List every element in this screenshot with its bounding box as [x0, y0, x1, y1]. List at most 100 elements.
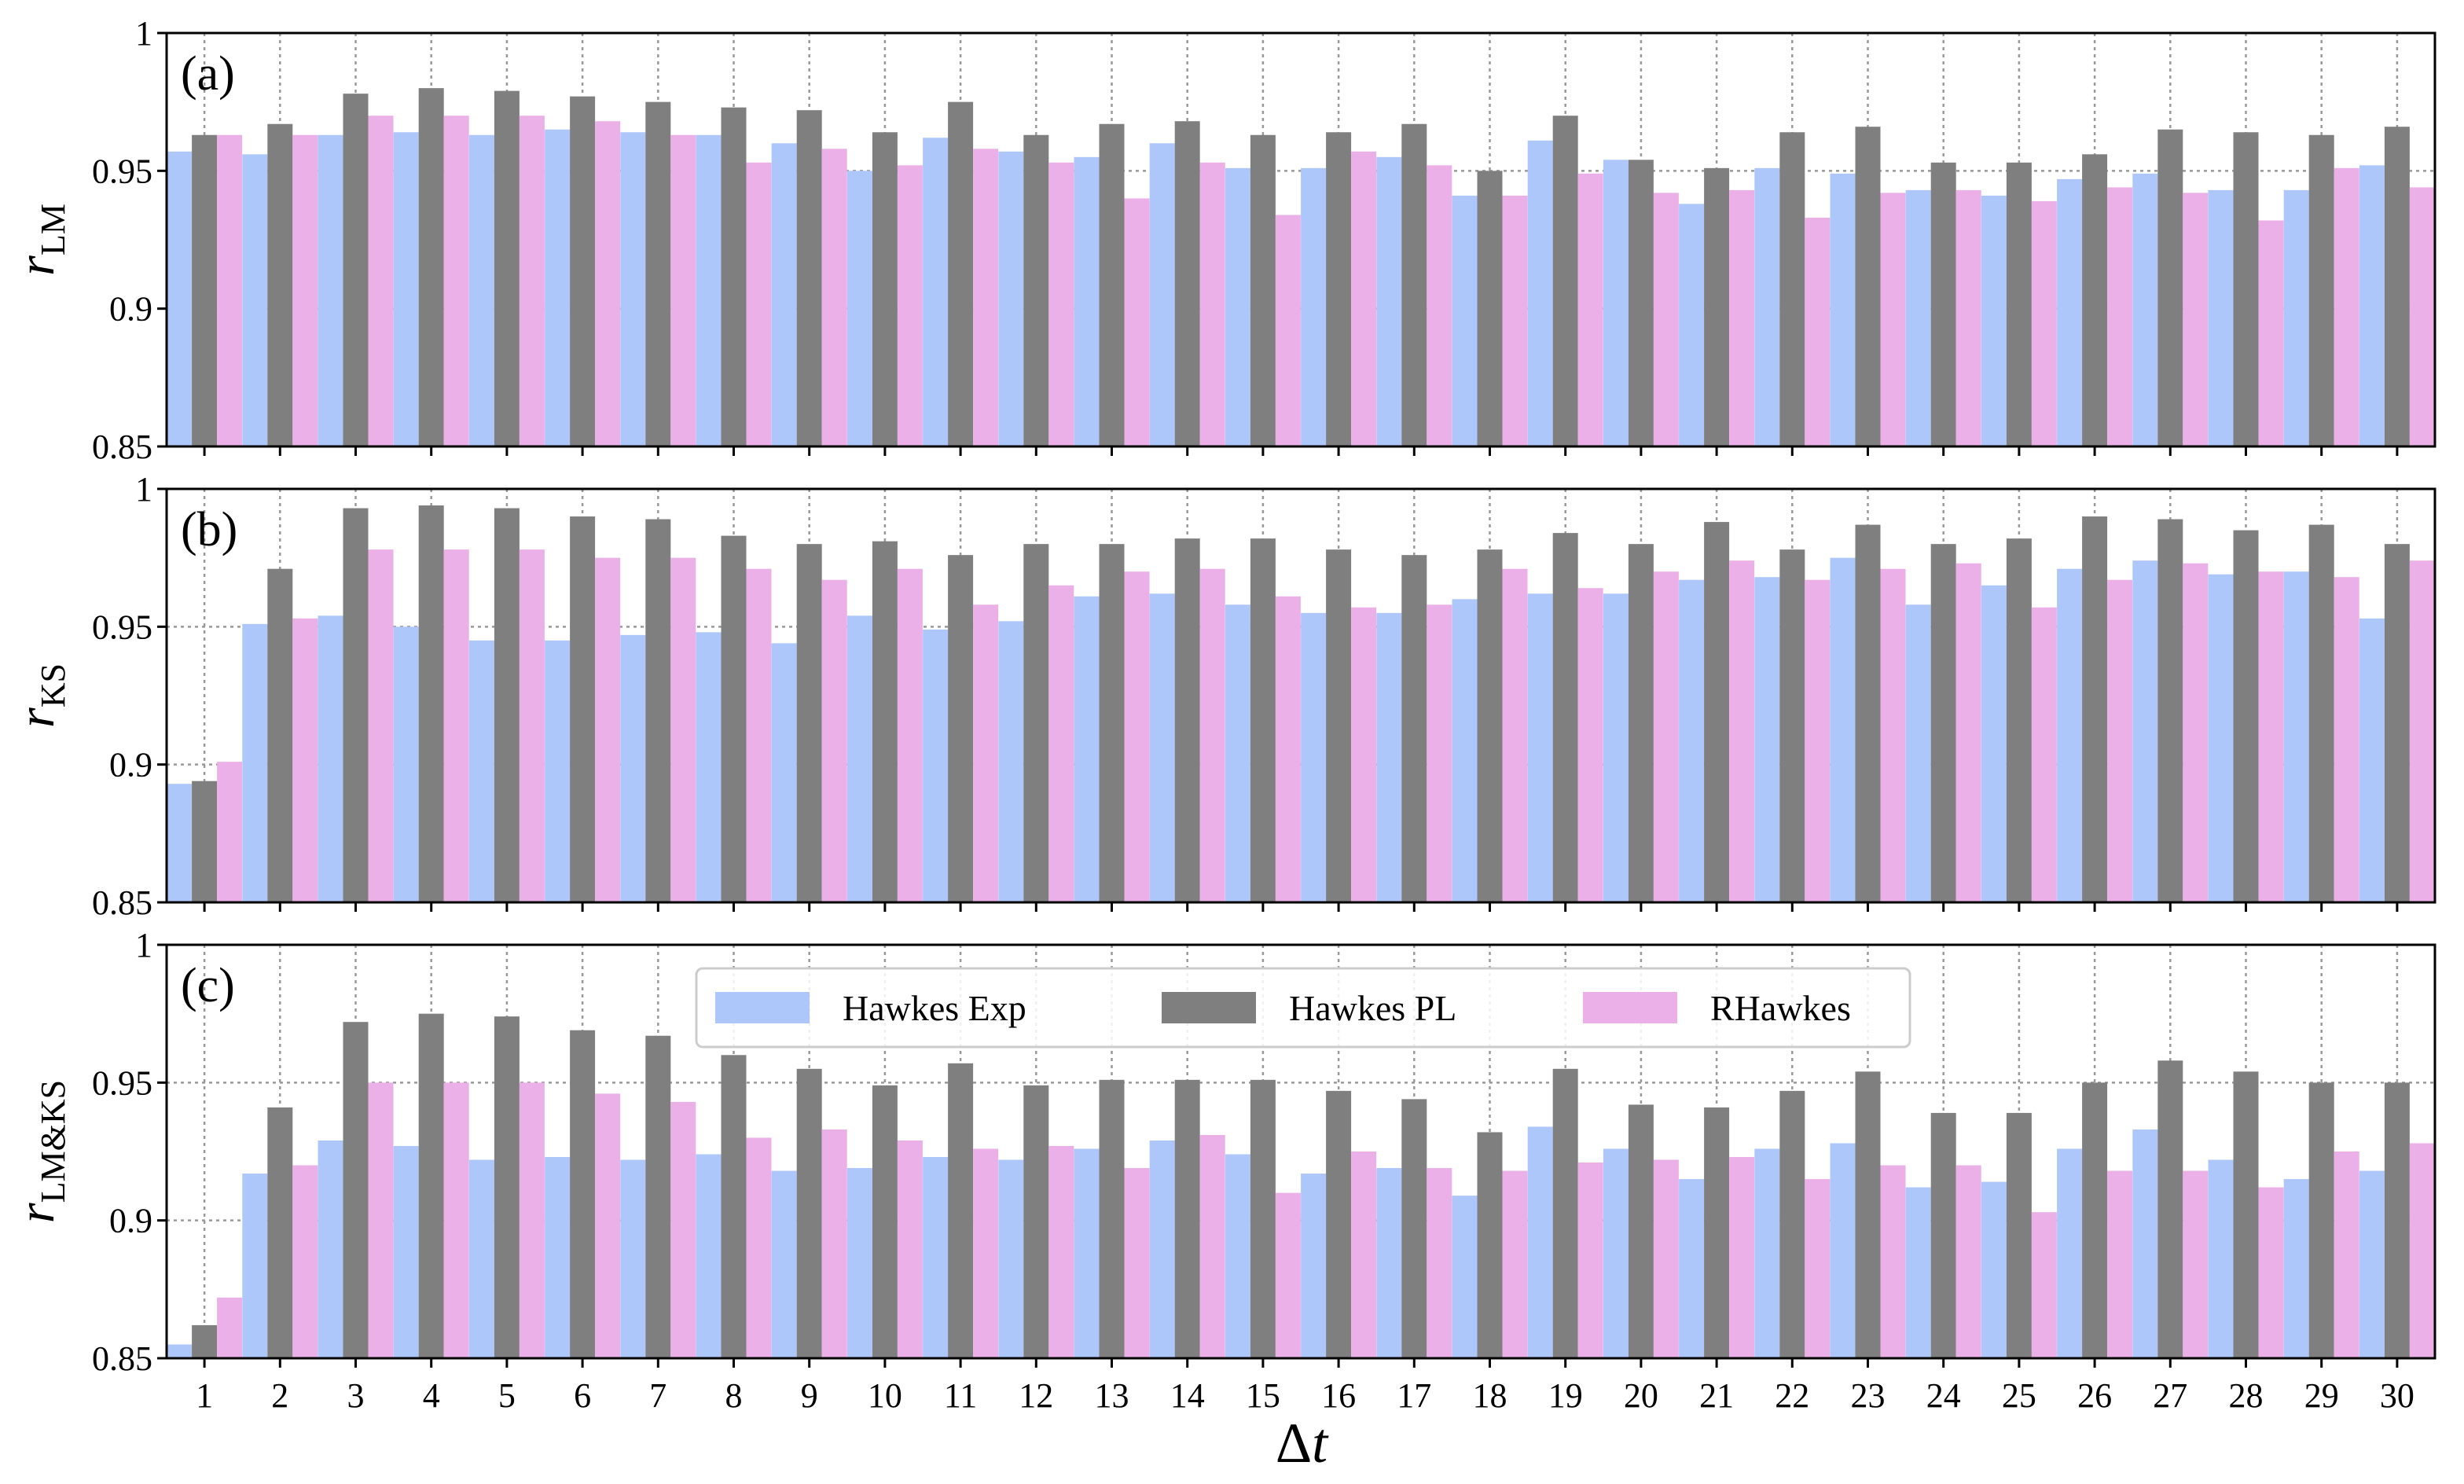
bar-hawkes-pl — [418, 88, 444, 446]
bar-hawkes-exp — [2283, 571, 2309, 902]
bar-hawkes-pl — [1023, 544, 1049, 902]
bar-rhawkes — [217, 762, 243, 902]
bar-hawkes-pl — [1779, 1090, 1805, 1358]
x-tick-label: 20 — [1624, 1376, 1658, 1415]
bar-hawkes-exp — [1981, 585, 2007, 902]
y-tick-label: 0.9 — [109, 290, 152, 329]
bar-rhawkes — [443, 1082, 469, 1358]
bar-hawkes-pl — [2233, 1071, 2259, 1358]
bar-rhawkes — [1124, 198, 1150, 446]
bar-rhawkes — [2031, 200, 2057, 446]
bar-rhawkes — [746, 568, 772, 902]
bar-hawkes-pl — [948, 555, 974, 902]
bar-rhawkes — [821, 149, 847, 446]
bar-rhawkes — [1729, 189, 1755, 446]
bar-hawkes-exp — [1149, 593, 1175, 902]
x-tick-label: 26 — [2077, 1376, 2112, 1415]
bar-rhawkes — [973, 149, 999, 446]
bar-rhawkes — [2334, 1152, 2359, 1358]
bar-rhawkes — [1653, 571, 1679, 902]
bar-hawkes-pl — [645, 101, 671, 446]
bar-rhawkes — [670, 134, 696, 446]
bar-hawkes-pl — [2384, 127, 2410, 446]
bar-hawkes-exp — [1527, 1126, 1553, 1358]
x-tick-label: 10 — [868, 1376, 902, 1415]
bar-rhawkes — [1502, 568, 1528, 902]
bar-rhawkes — [1199, 568, 1225, 902]
bar-hawkes-pl — [494, 1016, 520, 1358]
x-tick-label: 29 — [2304, 1376, 2339, 1415]
bar-hawkes-exp — [846, 1168, 872, 1358]
bar-hawkes-exp — [1754, 577, 1780, 902]
bar-hawkes-pl — [2006, 1112, 2032, 1358]
bar-hawkes-exp — [998, 1159, 1024, 1358]
bar-hawkes-pl — [1401, 123, 1427, 446]
bar-hawkes-exp — [393, 1145, 419, 1358]
y-axis-label-subscript: LM&KS — [34, 1080, 72, 1203]
bar-hawkes-pl — [1628, 544, 1654, 902]
bar-rhawkes — [1275, 1192, 1301, 1358]
bar-hawkes-exp — [1679, 204, 1705, 446]
bar-hawkes-pl — [570, 516, 596, 902]
bar-rhawkes — [1124, 1168, 1150, 1358]
bar-rhawkes — [1729, 560, 1755, 902]
plot-frame — [165, 31, 2436, 448]
bar-rhawkes — [2334, 577, 2359, 902]
bar-hawkes-pl — [1855, 127, 1881, 446]
bar-rhawkes — [1880, 568, 1906, 902]
bar-hawkes-exp — [1301, 1174, 1327, 1358]
bar-rhawkes — [595, 121, 621, 447]
bar-hawkes-pl — [1023, 134, 1049, 446]
bar-rhawkes — [1124, 571, 1150, 902]
bar-rhawkes — [2183, 193, 2209, 447]
bar-hawkes-exp — [1830, 1143, 1856, 1358]
bar-rhawkes — [1351, 151, 1377, 446]
bar-hawkes-pl — [645, 1035, 671, 1358]
bar-rhawkes — [670, 557, 696, 902]
bar-hawkes-pl — [1855, 1071, 1881, 1358]
bar-hawkes-pl — [721, 535, 747, 902]
y-tick-label: 1 — [135, 470, 152, 509]
bar-rhawkes — [368, 116, 394, 446]
bar-hawkes-pl — [2082, 154, 2108, 446]
bar-hawkes-exp — [1679, 579, 1705, 902]
bar-hawkes-exp — [923, 138, 949, 446]
bar-hawkes-exp — [620, 1159, 646, 1358]
bar-hawkes-exp — [771, 1170, 797, 1358]
bar-rhawkes — [2107, 1170, 2133, 1358]
x-tick-label: 11 — [944, 1376, 977, 1415]
bar-rhawkes — [2107, 187, 2133, 446]
bar-rhawkes — [1805, 217, 1831, 446]
bar-hawkes-pl — [1552, 1068, 1578, 1358]
x-tick-label: 21 — [1699, 1376, 1734, 1415]
bar-rhawkes — [1048, 1145, 1074, 1358]
bar-hawkes-pl — [1174, 121, 1200, 447]
bar-hawkes-pl — [2308, 134, 2334, 446]
bar-hawkes-exp — [545, 129, 571, 446]
bar-hawkes-pl — [872, 541, 898, 902]
x-tick-label: 22 — [1775, 1376, 1809, 1415]
bar-hawkes-pl — [2082, 516, 2108, 902]
bar-hawkes-exp — [998, 621, 1024, 902]
bar-hawkes-exp — [2359, 1170, 2385, 1358]
x-tick-label: 16 — [1321, 1376, 1356, 1415]
bar-hawkes-exp — [1830, 557, 1856, 902]
x-tick-label: 24 — [1926, 1376, 1961, 1415]
bar-hawkes-exp — [1301, 167, 1327, 446]
bar-rhawkes — [821, 579, 847, 902]
bar-rhawkes — [1427, 1168, 1452, 1358]
y-axis-label-subscript: LM — [34, 204, 72, 255]
bar-hawkes-exp — [468, 640, 494, 902]
bar-hawkes-pl — [1779, 132, 1805, 447]
bar-hawkes-exp — [620, 132, 646, 447]
bar-hawkes-pl — [1326, 132, 1352, 447]
bar-hawkes-pl — [1401, 1099, 1427, 1358]
bar-hawkes-pl — [1250, 538, 1276, 902]
y-tick-label: 0.85 — [92, 883, 152, 922]
bar-hawkes-pl — [267, 1107, 293, 1358]
bar-hawkes-exp — [1225, 167, 1250, 446]
bar-hawkes-exp — [1905, 1187, 1931, 1358]
plot-frame — [165, 943, 2436, 1360]
bar-hawkes-pl — [1704, 167, 1730, 446]
